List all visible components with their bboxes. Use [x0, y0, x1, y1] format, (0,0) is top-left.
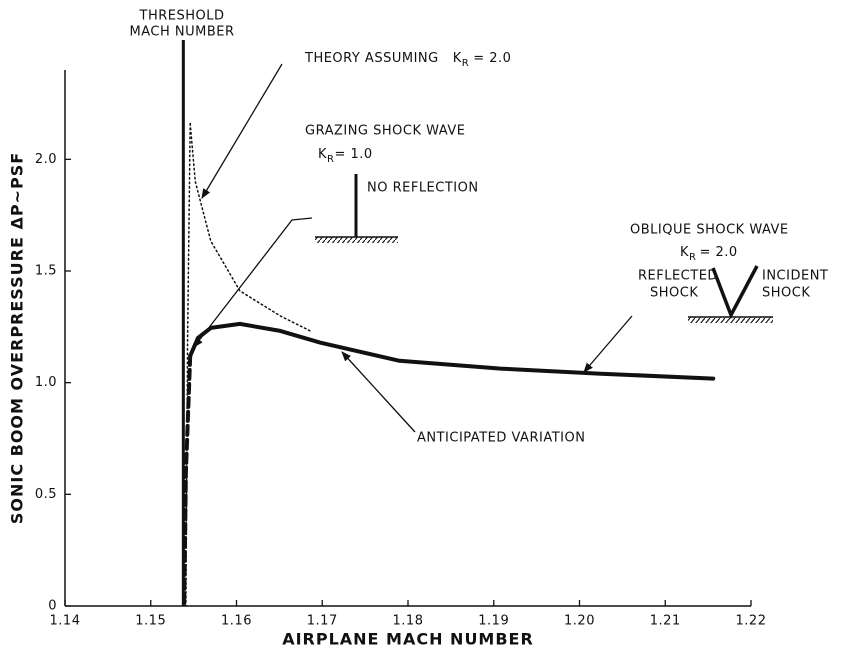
x-tick-label: 1.20 [564, 614, 595, 629]
annotation: GRAZING SHOCK WAVE [305, 124, 465, 139]
annotation: NO REFLECTION [367, 181, 479, 196]
x-tick-label: 1.16 [221, 614, 252, 629]
x-tick-label: 1.22 [736, 614, 767, 629]
annotation: REFLECTED [638, 269, 718, 284]
y-axis-label: SONIC BOOM OVERPRESSURE ΔP~PSF [8, 152, 27, 524]
shock-symbol [711, 265, 759, 320]
y-tick-label: 2.0 [35, 152, 57, 167]
annotation: SHOCK [650, 286, 698, 301]
annotation-text: THEORY ASSUMING [304, 51, 439, 66]
annotation: MACH NUMBER [130, 25, 235, 40]
annotation-text: = 2.0 [699, 245, 737, 260]
annotation: KR= 1.0 [318, 147, 373, 166]
x-tick-label: 1.17 [307, 614, 338, 629]
annotation: ANTICIPATED VARIATION [417, 431, 585, 446]
annotation: THRESHOLD [139, 9, 225, 24]
y-tick-label: 0 [48, 599, 57, 614]
series-line [182, 353, 193, 608]
y-tick-label: 1.0 [35, 375, 57, 390]
arrow [193, 217, 313, 348]
y-tick-label: 0.5 [35, 487, 57, 502]
x-tick-label: 1.18 [393, 614, 424, 629]
series-line [188, 321, 716, 381]
x-tick-label: 1.21 [650, 614, 681, 629]
annotation: SHOCK [762, 286, 810, 301]
x-axis-label: AIRPLANE MACH NUMBER [282, 630, 534, 649]
annotation-text: = 1.0 [334, 147, 372, 162]
ground-hatch [688, 317, 773, 323]
annotation-text: R [462, 58, 469, 69]
arrow [201, 63, 283, 199]
annotation-text: K [318, 147, 327, 162]
annotation: THEORY ASSUMING KR = 2.0 [304, 51, 511, 70]
annotation: OBLIQUE SHOCK WAVE [630, 223, 789, 238]
x-tick-label: 1.19 [478, 614, 509, 629]
annotation-text: K [453, 51, 462, 66]
annotation-text: = 2.0 [473, 51, 511, 66]
x-tick-label: 1.15 [135, 614, 166, 629]
annotation: INCIDENT [762, 269, 828, 284]
x-tick-label: 1.14 [50, 614, 81, 629]
series-line [185, 122, 191, 607]
arrow [583, 315, 633, 373]
annotation-text: K [680, 245, 689, 260]
arrow [341, 351, 416, 433]
series-line [189, 122, 311, 332]
annotation-text: R [327, 154, 334, 165]
ground-hatch [315, 237, 398, 243]
annotation-text: R [689, 252, 696, 263]
y-tick-label: 1.5 [35, 264, 57, 279]
annotation: KR = 2.0 [680, 245, 738, 264]
